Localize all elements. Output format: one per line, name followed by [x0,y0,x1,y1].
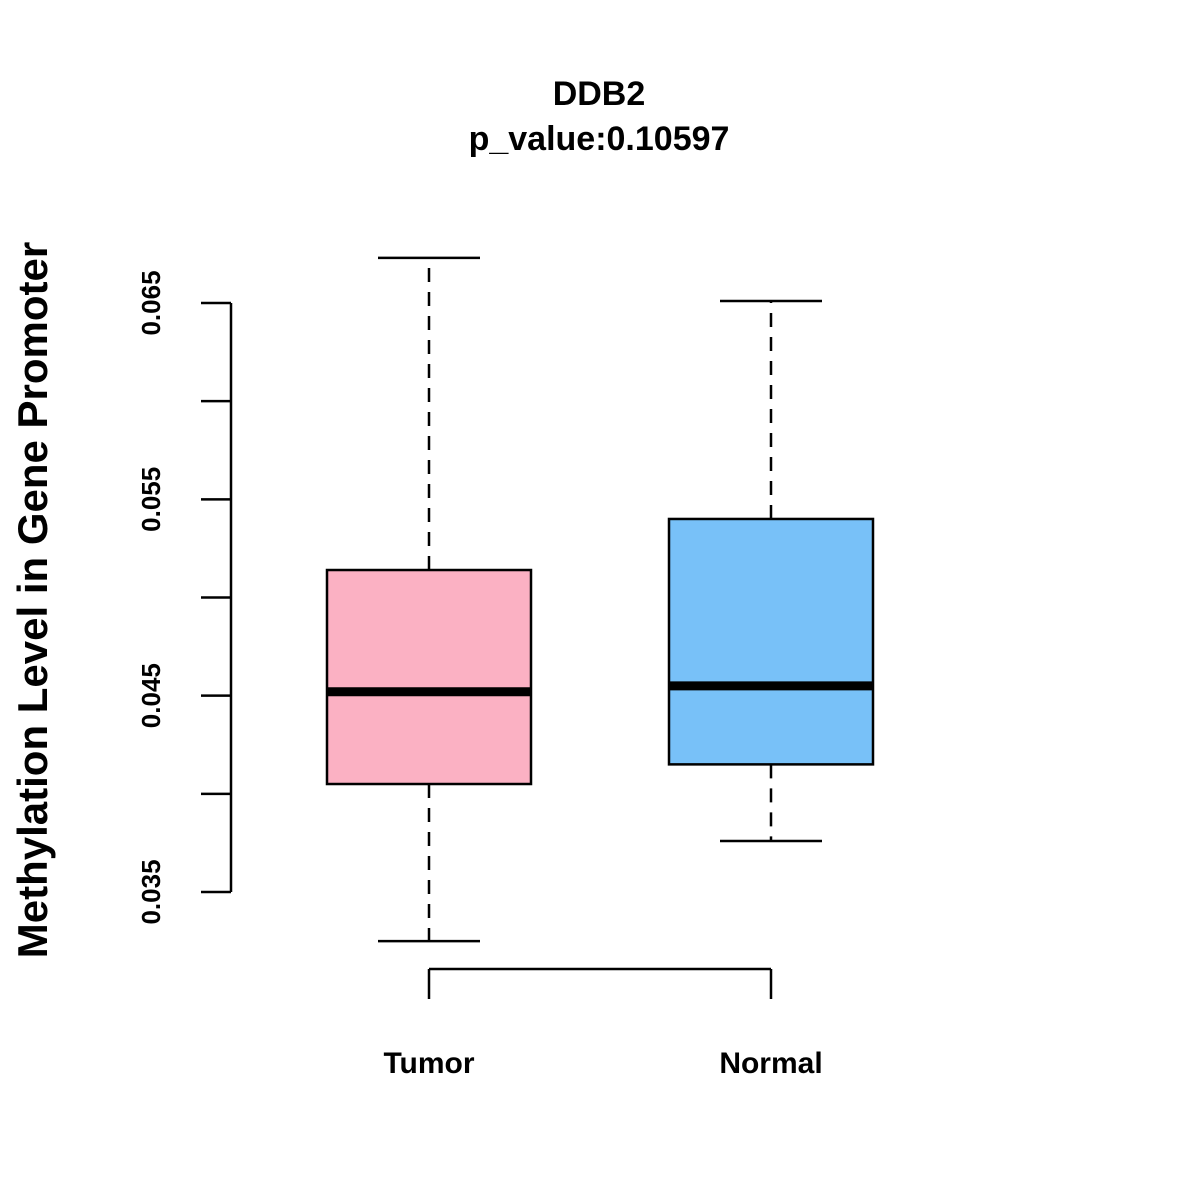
x-tick-label-tumor: Tumor [383,1047,474,1080]
y-tick-label: 0.065 [136,270,166,335]
boxes-group [325,256,875,943]
x-axis: Tumor Normal [383,967,823,1080]
y-tick-label: 0.035 [136,859,166,924]
y-tick-label: 0.045 [136,663,166,728]
y-axis-label: Methylation Level in Gene Promoter [9,242,56,958]
box-iqr [325,568,533,786]
y-axis: 0.035 0.045 0.055 0.065 [136,270,233,925]
box-normal [667,299,875,843]
y-tick-label: 0.055 [136,467,166,532]
box-iqr [667,517,875,766]
x-tick-label-normal: Normal [719,1047,822,1080]
chart-title: DDB2 [553,75,646,113]
box-tumor [325,256,533,943]
chart-subtitle: p_value:0.10597 [469,120,730,158]
